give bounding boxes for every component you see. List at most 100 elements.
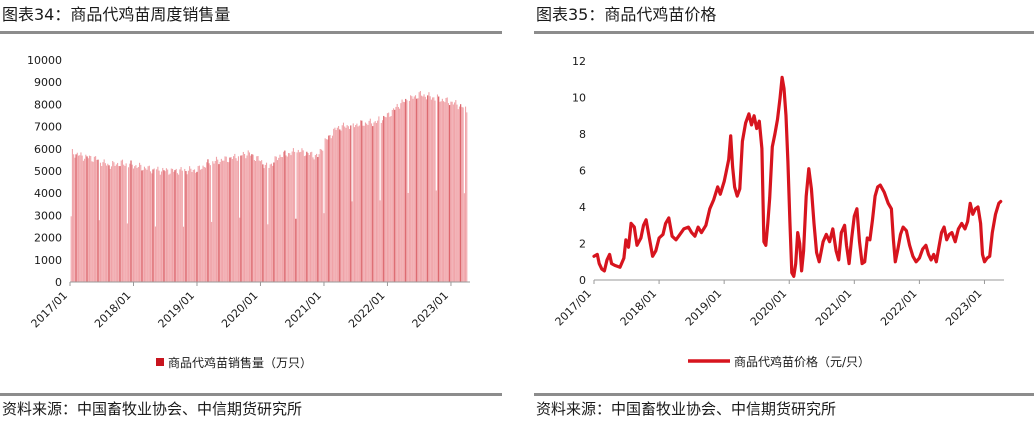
sales-bar xyxy=(267,224,269,282)
sales-bar xyxy=(349,128,351,282)
sales-bar xyxy=(99,162,102,282)
sales-bar xyxy=(311,151,313,282)
sales-bar xyxy=(378,116,380,283)
sales-bar xyxy=(457,109,459,282)
sales-bar xyxy=(258,160,260,282)
sales-bar xyxy=(302,150,304,282)
sales-bar xyxy=(93,156,95,282)
sales-bar xyxy=(195,172,197,282)
price-y-tick-label: 10 xyxy=(572,92,586,105)
sales-y-tick-label: 5000 xyxy=(34,165,62,178)
sales-bar xyxy=(324,138,326,282)
sales-bar xyxy=(292,148,294,282)
sales-y-tick-label: 2000 xyxy=(34,232,62,245)
sales-bar xyxy=(360,120,362,282)
sales-bar xyxy=(213,163,215,282)
sales-y-axis: 0 1000 2000 3000 4000 5000 6000 7000 8000 9000 100… xyxy=(27,54,62,289)
sales-bar xyxy=(435,190,437,282)
sales-bars xyxy=(70,91,468,283)
sales-bar xyxy=(239,217,241,282)
sales-bar xyxy=(98,220,100,282)
sales-bar xyxy=(436,94,439,283)
sales-bar xyxy=(253,160,255,282)
sales-bar xyxy=(117,162,119,282)
price-legend: 商品代鸡苗价格（元/只） xyxy=(688,354,870,369)
sales-bar xyxy=(160,171,163,282)
price-series-line xyxy=(592,75,1003,278)
sales-bar xyxy=(389,116,391,282)
sales-bar xyxy=(406,100,408,282)
sales-bar xyxy=(198,165,200,282)
sales-bar xyxy=(123,164,125,282)
sales-bar xyxy=(245,158,247,282)
sales-bar xyxy=(455,100,457,282)
sales-bar xyxy=(265,162,268,282)
sales-bar xyxy=(163,170,165,282)
sales-bar xyxy=(445,97,447,283)
sales-bar xyxy=(151,173,153,282)
sales-bar xyxy=(369,118,371,282)
sales-bar xyxy=(156,169,158,282)
sales-bar xyxy=(313,159,315,282)
sales-bar xyxy=(139,162,141,282)
sales-bar xyxy=(372,126,374,283)
sales-bar xyxy=(377,120,379,282)
sales-bar xyxy=(402,101,404,282)
sales-bar xyxy=(351,201,353,282)
sales-bar xyxy=(410,95,412,283)
sales-bar xyxy=(128,167,130,282)
price-x-tick-label: 2022/01 xyxy=(878,287,920,329)
sales-bar xyxy=(214,160,216,282)
sales-bar xyxy=(126,223,128,282)
sales-bar xyxy=(307,153,309,282)
sales-bar xyxy=(281,157,283,282)
sales-bar xyxy=(171,168,174,282)
sales-legend-label: 商品代鸡苗销售量（万只） xyxy=(168,355,312,370)
sales-bar xyxy=(102,162,104,282)
price-x-tick-label: 2020/01 xyxy=(748,287,790,329)
sales-bar xyxy=(417,98,419,282)
sales-bar xyxy=(329,134,331,282)
sales-bar xyxy=(334,127,336,283)
sales-bar xyxy=(179,169,181,282)
sales-bar xyxy=(76,152,78,282)
sales-bar xyxy=(347,126,349,282)
sales-bar xyxy=(106,165,108,282)
price-x-tick-label: 2017/01 xyxy=(553,287,595,329)
sales-bar xyxy=(237,156,240,282)
sales-bar xyxy=(202,165,204,282)
sales-bar xyxy=(164,171,166,282)
sales-bar xyxy=(103,159,105,282)
sales-bar xyxy=(79,155,81,282)
sales-bar xyxy=(413,96,415,282)
sales-bar xyxy=(272,165,274,282)
sales-bar xyxy=(175,168,177,282)
sales-bar xyxy=(73,154,75,282)
sales-bar xyxy=(289,153,291,282)
price-source-rule xyxy=(534,393,1034,396)
sales-bar xyxy=(392,108,395,283)
sales-chart-title: 图表34：商品代鸡苗周度销售量 xyxy=(2,5,231,24)
sales-bar xyxy=(90,155,92,282)
sales-bar xyxy=(125,163,127,282)
price-x-axis: 2017/01 2018/01 2019/01 2020/01 2021/01 2022/… xyxy=(553,280,985,328)
sales-bar xyxy=(251,154,253,282)
sales-bar xyxy=(303,156,305,282)
sales-bar xyxy=(423,94,425,282)
sales-bar xyxy=(309,152,312,282)
sales-bar xyxy=(371,123,373,282)
sales-bar xyxy=(219,161,221,282)
sales-bar xyxy=(224,156,226,282)
price-y-tick-label: 4 xyxy=(579,201,586,214)
sales-bar xyxy=(190,168,192,282)
sales-bar xyxy=(240,155,242,282)
sales-bar xyxy=(312,157,314,282)
sales-y-tick-label: 4000 xyxy=(34,187,62,200)
sales-source-rule xyxy=(0,393,502,396)
sales-bar xyxy=(229,157,231,282)
sales-bar xyxy=(82,160,84,282)
sales-bar xyxy=(81,155,83,282)
sales-bar xyxy=(300,151,302,282)
sales-bar xyxy=(427,95,429,282)
sales-x-tick-label: 2019/01 xyxy=(156,289,198,331)
